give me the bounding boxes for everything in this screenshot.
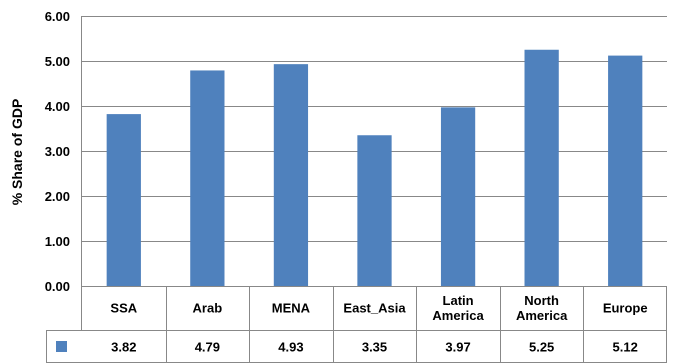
- category-label: America: [432, 308, 484, 323]
- y-tick-label: 1.00: [45, 234, 70, 249]
- bars: [106, 49, 643, 287]
- bar: [524, 49, 559, 286]
- category-label: East_Asia: [343, 301, 406, 316]
- bar: [357, 135, 392, 286]
- data-label: 5.25: [529, 340, 554, 355]
- y-axis-ticks: 0.00 1.00 2.00 3.00 4.00 5.00 6.00: [45, 9, 70, 294]
- y-tick-label: 3.00: [45, 144, 70, 159]
- category-label: Arab: [193, 301, 223, 316]
- bar: [608, 55, 643, 286]
- bar: [106, 114, 141, 286]
- category-label: Europe: [603, 301, 648, 316]
- data-label: 3.82: [111, 340, 136, 355]
- data-label: 5.12: [613, 340, 638, 355]
- y-tick-label: 0.00: [45, 279, 70, 294]
- category-label: SSA: [110, 301, 137, 316]
- legend-key: [56, 341, 67, 352]
- bar: [440, 107, 476, 286]
- data-label: 3.35: [362, 340, 387, 355]
- data-label: 4.93: [278, 340, 303, 355]
- data-label: 3.97: [445, 340, 470, 355]
- category-label: America: [516, 308, 568, 323]
- y-tick-label: 2.00: [45, 189, 70, 204]
- bar: [273, 64, 309, 287]
- y-tick-label: 6.00: [45, 9, 70, 24]
- bar: [190, 70, 225, 286]
- y-axis-label: % Share of GDP: [9, 99, 25, 206]
- category-label: North: [524, 293, 559, 308]
- y-tick-label: 5.00: [45, 54, 70, 69]
- category-label: MENA: [272, 301, 311, 316]
- category-label: Latin: [443, 293, 474, 308]
- data-label: 4.79: [195, 340, 220, 355]
- y-tick-label: 4.00: [45, 99, 70, 114]
